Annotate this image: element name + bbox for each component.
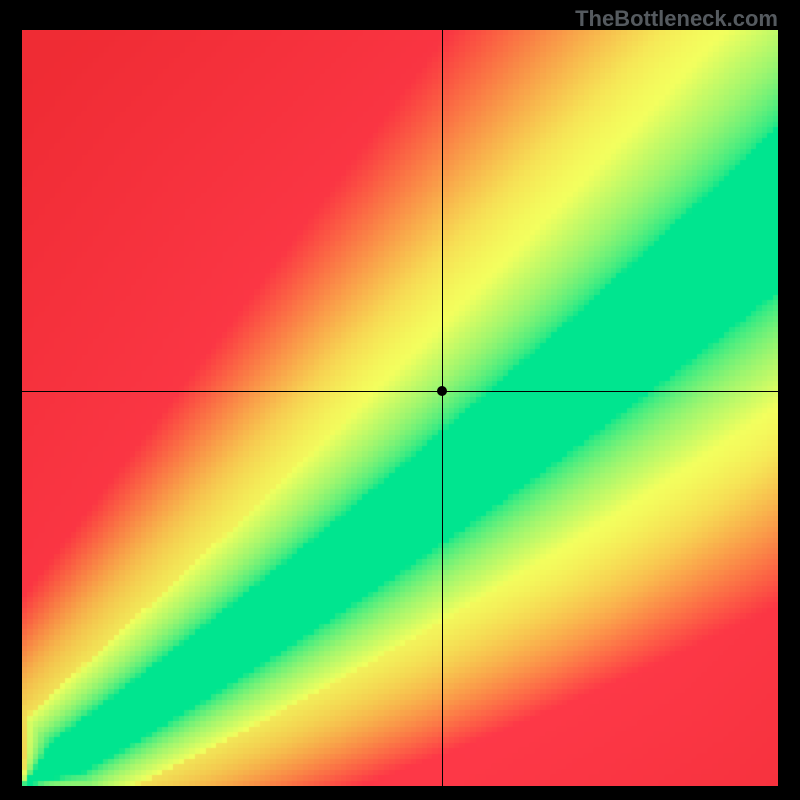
watermark-text: TheBottleneck.com [575,6,778,32]
plot-area [22,30,778,786]
crosshair-vertical [442,30,443,786]
crosshair-horizontal [22,391,778,392]
marker-point [437,386,447,396]
heatmap-canvas [22,30,778,786]
